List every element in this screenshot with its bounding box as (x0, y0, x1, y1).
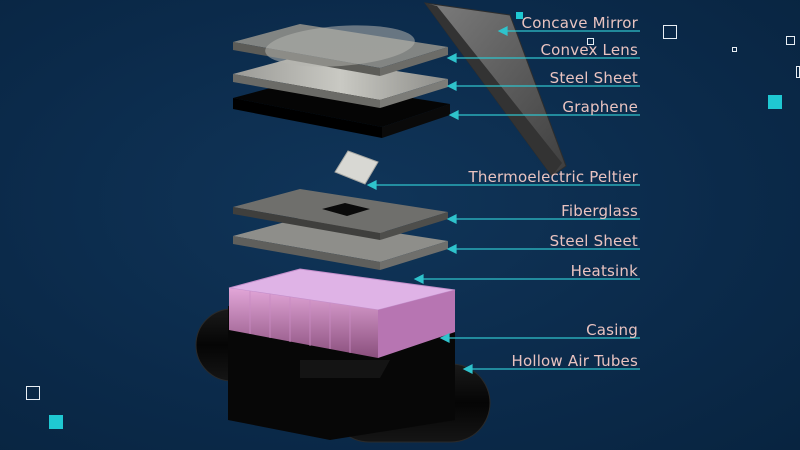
outline-square (786, 36, 795, 45)
label-steel-sheet-top: Steel Sheet (549, 69, 638, 87)
thermoelectric-peltier-shape (334, 150, 379, 185)
accent-square (49, 415, 63, 429)
label-thermoelectric-peltier: Thermoelectric Peltier (468, 168, 638, 186)
outline-square (663, 25, 677, 39)
heatsink-shape (228, 268, 456, 358)
label-heatsink: Heatsink (570, 262, 638, 280)
steel-sheet-bottom-shape (233, 218, 448, 270)
outline-square (587, 38, 594, 45)
label-concave-mirror: Concave Mirror (521, 14, 638, 32)
label-convex-lens: Convex Lens (540, 41, 638, 59)
convex-lens-shape (233, 24, 448, 76)
outline-square (732, 47, 737, 52)
label-graphene: Graphene (562, 98, 638, 116)
fiberglass-shape (233, 189, 448, 240)
outline-square (26, 386, 40, 400)
label-steel-sheet-bottom: Steel Sheet (549, 232, 638, 250)
leader-lines (366, 26, 640, 374)
outline-square (796, 66, 800, 78)
label-hollow-air-tubes: Hollow Air Tubes (511, 352, 638, 370)
graphene-shape (233, 80, 450, 138)
concave-mirror-shape (423, 2, 567, 177)
accent-square (768, 95, 782, 109)
accent-square (516, 12, 523, 19)
label-casing: Casing (586, 321, 638, 339)
label-fiberglass: Fiberglass (561, 202, 638, 220)
steel-sheet-top-shape (233, 56, 448, 108)
